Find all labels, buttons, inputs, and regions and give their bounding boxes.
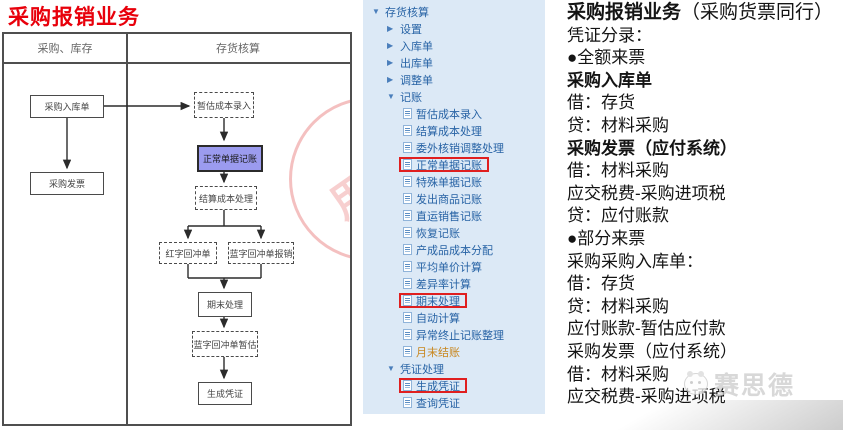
tree-node-bookkeeping[interactable]: ▼ 记账 (387, 91, 422, 104)
note-line: 采购入库单 (567, 70, 652, 90)
tree-node-outbound-order[interactable]: ▶ 出库单 (387, 57, 433, 70)
document-icon (403, 329, 412, 340)
tree-item-abnormal-termination-cleanup[interactable]: 异常终止记账整理 (363, 326, 545, 343)
flow-node-blue-offset-reimburse: 蓝字回冲单报销 (228, 242, 294, 264)
tree-item-special-doc-bookkeeping[interactable]: 特殊单据记账 (363, 173, 545, 190)
chevron-down-icon: ▼ (387, 92, 395, 101)
tree-item-month-end-close[interactable]: 月末结账 (363, 343, 545, 360)
note-line: 采购发票（应付系统） (567, 341, 737, 361)
lane-divider (126, 34, 128, 424)
note-line: 贷：材料采购 (567, 296, 669, 316)
chevron-right-icon: ▶ (387, 75, 394, 84)
tree-item-variance-rate-calc[interactable]: 差异率计算 (363, 275, 545, 292)
flow-node-normal-doc-bookkeeping: 正常单据记账 (197, 145, 263, 172)
note-line: 应交税费-采购进项税 (567, 387, 726, 407)
document-icon (403, 278, 412, 289)
note-line: ●部分来票 (567, 228, 646, 248)
document-icon (403, 397, 412, 408)
document-icon (403, 244, 412, 255)
notes-title: 采购报销业务（采购货票同行） (567, 2, 843, 25)
red-highlight-frame: 正常单据记账 (399, 157, 489, 172)
tree-item-finished-cost-allocation[interactable]: 产成品成本分配 (363, 241, 545, 258)
document-icon (403, 261, 412, 272)
document-icon (403, 142, 412, 153)
chevron-right-icon: ▶ (387, 24, 394, 33)
document-icon (403, 380, 412, 391)
note-line: 借：材料采购 (567, 161, 669, 181)
tree-item-query-voucher[interactable]: 查询凭证 (363, 394, 545, 411)
inventory-accounting-tree: ▼ 存货核算 ▶ 设置 ▶ 入库单 ▶ 出库单 ▶ 调整单 ▼ 记账 暂估成本录入 结算成本… (363, 0, 545, 414)
accounting-notes: 采购报销业务（采购货票同行） 凭证分录： ●全额来票 采购入库单 借：存货 贷：… (567, 2, 843, 409)
tree-item-direct-sales-bookkeeping[interactable]: 直运销售记账 (363, 207, 545, 224)
document-icon (403, 295, 412, 306)
tree-item-normal-doc-bookkeeping[interactable]: 正常单据记账 (363, 156, 545, 173)
flow-node-purchase-invoice: 采购发票 (30, 172, 104, 195)
page-title: 采购报销业务 (8, 6, 140, 29)
flow-node-estimated-cost-entry: 暂估成本录入 (194, 92, 254, 118)
tree-item-restore-bookkeeping[interactable]: 恢复记账 (363, 224, 545, 241)
lane-header-inventory-accounting: 存货核算 (216, 43, 260, 55)
tree-item-period-end-process[interactable]: 期末处理 (363, 292, 545, 309)
flow-node-generate-voucher: 生成凭证 (198, 382, 252, 405)
notes-title-sub: （采购货票同行） (681, 2, 834, 23)
document-icon (403, 346, 412, 357)
note-line: 凭证分录： (567, 25, 652, 45)
note-line: 借：材料采购 (567, 364, 669, 384)
procurement-flowchart: 用友 采购、库存 存货核算 (2, 32, 352, 426)
notes-title-main: 采购报销业务 (567, 2, 682, 23)
note-line: 应交税费-采购进项税 (567, 183, 726, 203)
document-icon (403, 125, 412, 136)
tree-item-settlement-cost-process[interactable]: 结算成本处理 (363, 122, 545, 139)
document-icon (403, 210, 412, 221)
tree-item-auto-calc[interactable]: 自动计算 (363, 309, 545, 326)
flow-node-purchase-receipt: 采购入库单 (30, 95, 104, 118)
flow-node-settlement-cost-process: 结算成本处理 (195, 186, 257, 210)
tree-node-settings[interactable]: ▶ 设置 (387, 23, 422, 36)
note-line: 贷：应付账款 (567, 206, 669, 226)
tree-node-inbound-order[interactable]: ▶ 入库单 (387, 40, 433, 53)
tree-item-generate-voucher[interactable]: 生成凭证 (363, 377, 545, 394)
note-line: 采购发票（应付系统） (567, 138, 737, 158)
document-icon (403, 159, 412, 170)
tree-node-adjustment-order[interactable]: ▶ 调整单 (387, 74, 433, 87)
tree-node-inventory-accounting[interactable]: ▼ 存货核算 (372, 6, 429, 19)
brand-watermark-text: 赛思德 (714, 372, 796, 400)
chevron-right-icon: ▶ (387, 58, 394, 67)
document-icon (403, 176, 412, 187)
lane-header-purchase-inventory: 采购、库存 (37, 43, 93, 55)
note-line: 借：存货 (567, 274, 635, 294)
flow-node-period-end-process: 期末处理 (198, 292, 252, 317)
red-highlight-frame: 生成凭证 (399, 378, 467, 393)
flow-node-red-offset-voucher: 红字回冲单 (159, 242, 217, 264)
note-line: 贷：材料采购 (567, 115, 669, 135)
tree-item-average-price-calc[interactable]: 平均单价计算 (363, 258, 545, 275)
flow-arrows (62, 101, 266, 380)
tree-node-voucher-processing[interactable]: ▼ 凭证处理 (387, 363, 444, 376)
chevron-down-icon: ▼ (387, 364, 395, 373)
chevron-right-icon: ▶ (387, 41, 394, 50)
document-icon (403, 312, 412, 323)
note-line: ●全额来票 (567, 48, 646, 68)
note-line: 借：存货 (567, 93, 635, 113)
flow-node-blue-offset-estimate: 蓝字回冲单暂估 (192, 331, 258, 357)
tree-item-shipped-goods-bookkeeping[interactable]: 发出商品记账 (363, 190, 545, 207)
document-icon (403, 193, 412, 204)
document-icon (403, 227, 412, 238)
note-line: 应付账款-暂估应付款 (567, 319, 726, 339)
panda-logo-icon (684, 371, 708, 395)
document-icon (403, 108, 412, 119)
red-highlight-frame: 期末处理 (399, 293, 467, 308)
flowchart-header: 采购、库存 存货核算 (4, 34, 350, 64)
note-line: 采购采购入库单： (567, 251, 703, 271)
brand-watermark: 赛思德 (684, 366, 795, 402)
tree-item-estimated-cost-entry[interactable]: 暂估成本录入 (363, 105, 545, 122)
tree-item-outsourcing-adjust[interactable]: 委外核销调整处理 (363, 139, 545, 156)
chevron-down-icon: ▼ (372, 7, 380, 16)
